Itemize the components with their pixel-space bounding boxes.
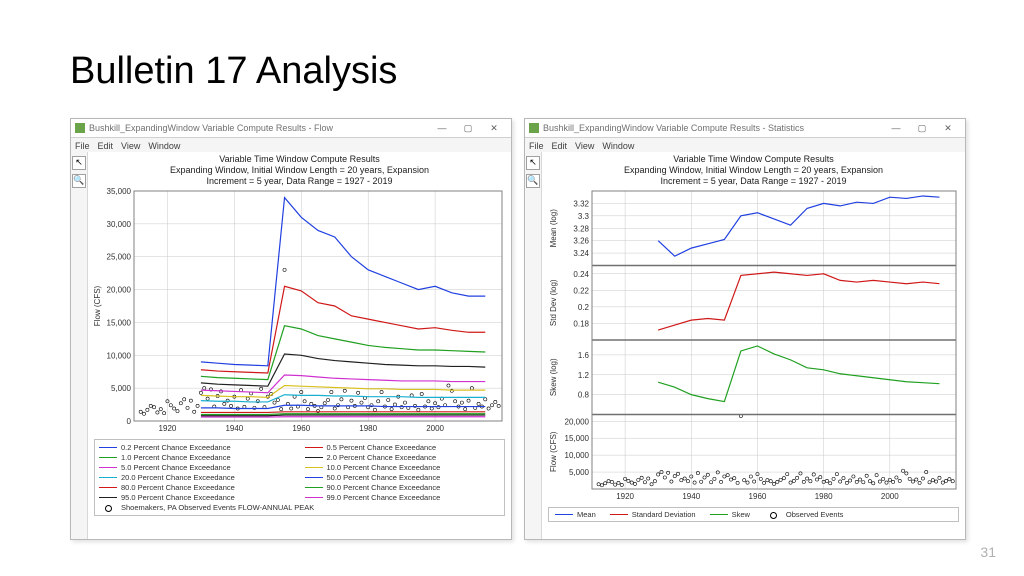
menu-view[interactable]: View bbox=[575, 141, 594, 151]
app-icon bbox=[529, 123, 539, 133]
svg-text:0.24: 0.24 bbox=[573, 270, 589, 279]
menubar[interactable]: File Edit View Window bbox=[71, 138, 511, 153]
svg-text:0.8: 0.8 bbox=[578, 391, 590, 400]
close-button[interactable]: ✕ bbox=[935, 123, 961, 134]
chart-title: Variable Time Window Compute Results Exp… bbox=[88, 152, 511, 187]
stats-plot: Variable Time Window Compute Results Exp… bbox=[542, 152, 965, 539]
svg-text:1960: 1960 bbox=[292, 424, 310, 433]
svg-text:15,000: 15,000 bbox=[565, 434, 590, 443]
menu-file[interactable]: File bbox=[75, 141, 90, 151]
flow-legend: 0.2 Percent Chance Exceedance0.5 Percent… bbox=[94, 439, 505, 516]
svg-text:0.18: 0.18 bbox=[573, 319, 589, 328]
titlebar[interactable]: Bushkill_ExpandingWindow Variable Comput… bbox=[71, 119, 511, 138]
app-icon bbox=[75, 123, 85, 133]
flow-plot: Variable Time Window Compute Results Exp… bbox=[88, 152, 511, 539]
svg-text:1940: 1940 bbox=[225, 424, 243, 433]
svg-text:3.24: 3.24 bbox=[573, 249, 589, 258]
menubar[interactable]: File Edit View Window bbox=[525, 138, 965, 153]
stats-window: Bushkill_ExpandingWindow Variable Comput… bbox=[524, 118, 966, 540]
svg-text:Flow (CFS): Flow (CFS) bbox=[549, 431, 558, 472]
slide-title: Bulletin 17 Analysis bbox=[70, 50, 397, 93]
svg-text:1980: 1980 bbox=[359, 424, 377, 433]
pointer-tool[interactable]: ↖ bbox=[72, 156, 86, 170]
page-number: 31 bbox=[980, 544, 996, 560]
menu-view[interactable]: View bbox=[121, 141, 140, 151]
menu-window[interactable]: Window bbox=[602, 141, 634, 151]
chart-title: Variable Time Window Compute Results Exp… bbox=[542, 152, 965, 187]
svg-text:15,000: 15,000 bbox=[107, 318, 132, 327]
maximize-button[interactable]: ▢ bbox=[455, 123, 481, 134]
svg-text:0.2: 0.2 bbox=[578, 303, 590, 312]
svg-text:10,000: 10,000 bbox=[107, 351, 132, 360]
zoom-tool[interactable]: 🔍 bbox=[526, 174, 540, 188]
svg-text:2000: 2000 bbox=[881, 492, 899, 501]
svg-text:5,000: 5,000 bbox=[111, 384, 132, 393]
maximize-button[interactable]: ▢ bbox=[909, 123, 935, 134]
svg-text:1920: 1920 bbox=[616, 492, 634, 501]
window-title: Bushkill_ExpandingWindow Variable Comput… bbox=[543, 123, 804, 133]
close-button[interactable]: ✕ bbox=[481, 123, 507, 134]
minimize-button[interactable]: — bbox=[883, 123, 909, 133]
svg-text:Mean (log): Mean (log) bbox=[549, 209, 558, 248]
svg-text:1920: 1920 bbox=[159, 424, 177, 433]
svg-text:3.3: 3.3 bbox=[578, 212, 590, 221]
flow-window: Bushkill_ExpandingWindow Variable Comput… bbox=[70, 118, 512, 540]
svg-text:10,000: 10,000 bbox=[565, 451, 590, 460]
svg-text:1980: 1980 bbox=[815, 492, 833, 501]
svg-text:35,000: 35,000 bbox=[107, 187, 132, 196]
svg-text:5,000: 5,000 bbox=[569, 468, 590, 477]
window-title: Bushkill_ExpandingWindow Variable Comput… bbox=[89, 123, 333, 133]
svg-text:20,000: 20,000 bbox=[107, 286, 132, 295]
menu-edit[interactable]: Edit bbox=[98, 141, 114, 151]
svg-text:3.28: 3.28 bbox=[573, 224, 589, 233]
svg-text:25,000: 25,000 bbox=[107, 253, 132, 262]
zoom-tool[interactable]: 🔍 bbox=[72, 174, 86, 188]
svg-text:Flow (CFS): Flow (CFS) bbox=[93, 285, 102, 326]
svg-text:Skew (log): Skew (log) bbox=[549, 358, 558, 396]
toolbar: ↖ 🔍 bbox=[525, 152, 542, 539]
pointer-tool[interactable]: ↖ bbox=[526, 156, 540, 170]
stats-chart: 3.24 3.26 3.28 3.3 3.32 Mean (log) 0.18 0.2 0.22… bbox=[542, 187, 962, 507]
svg-text:1.2: 1.2 bbox=[578, 371, 590, 380]
svg-text:1.6: 1.6 bbox=[578, 351, 590, 360]
menu-edit[interactable]: Edit bbox=[552, 141, 568, 151]
svg-text:3.32: 3.32 bbox=[573, 199, 589, 208]
menu-file[interactable]: File bbox=[529, 141, 544, 151]
minimize-button[interactable]: — bbox=[429, 123, 455, 133]
menu-window[interactable]: Window bbox=[148, 141, 180, 151]
svg-text:30,000: 30,000 bbox=[107, 220, 132, 229]
svg-text:0.22: 0.22 bbox=[573, 286, 589, 295]
svg-text:1960: 1960 bbox=[749, 492, 767, 501]
titlebar[interactable]: Bushkill_ExpandingWindow Variable Comput… bbox=[525, 119, 965, 138]
svg-text:3.26: 3.26 bbox=[573, 237, 589, 246]
svg-text:1940: 1940 bbox=[682, 492, 700, 501]
svg-text:20,000: 20,000 bbox=[565, 417, 590, 426]
svg-text:0: 0 bbox=[127, 417, 132, 426]
flow-chart: 0 5,000 10,000 15,000 20,000 25,000 30,000 35,0… bbox=[88, 187, 508, 439]
svg-text:2000: 2000 bbox=[426, 424, 444, 433]
toolbar: ↖ 🔍 bbox=[71, 152, 88, 539]
stats-legend: MeanStandard DeviationSkewObserved Event… bbox=[548, 507, 959, 522]
svg-text:Std Dev (log): Std Dev (log) bbox=[549, 279, 558, 326]
